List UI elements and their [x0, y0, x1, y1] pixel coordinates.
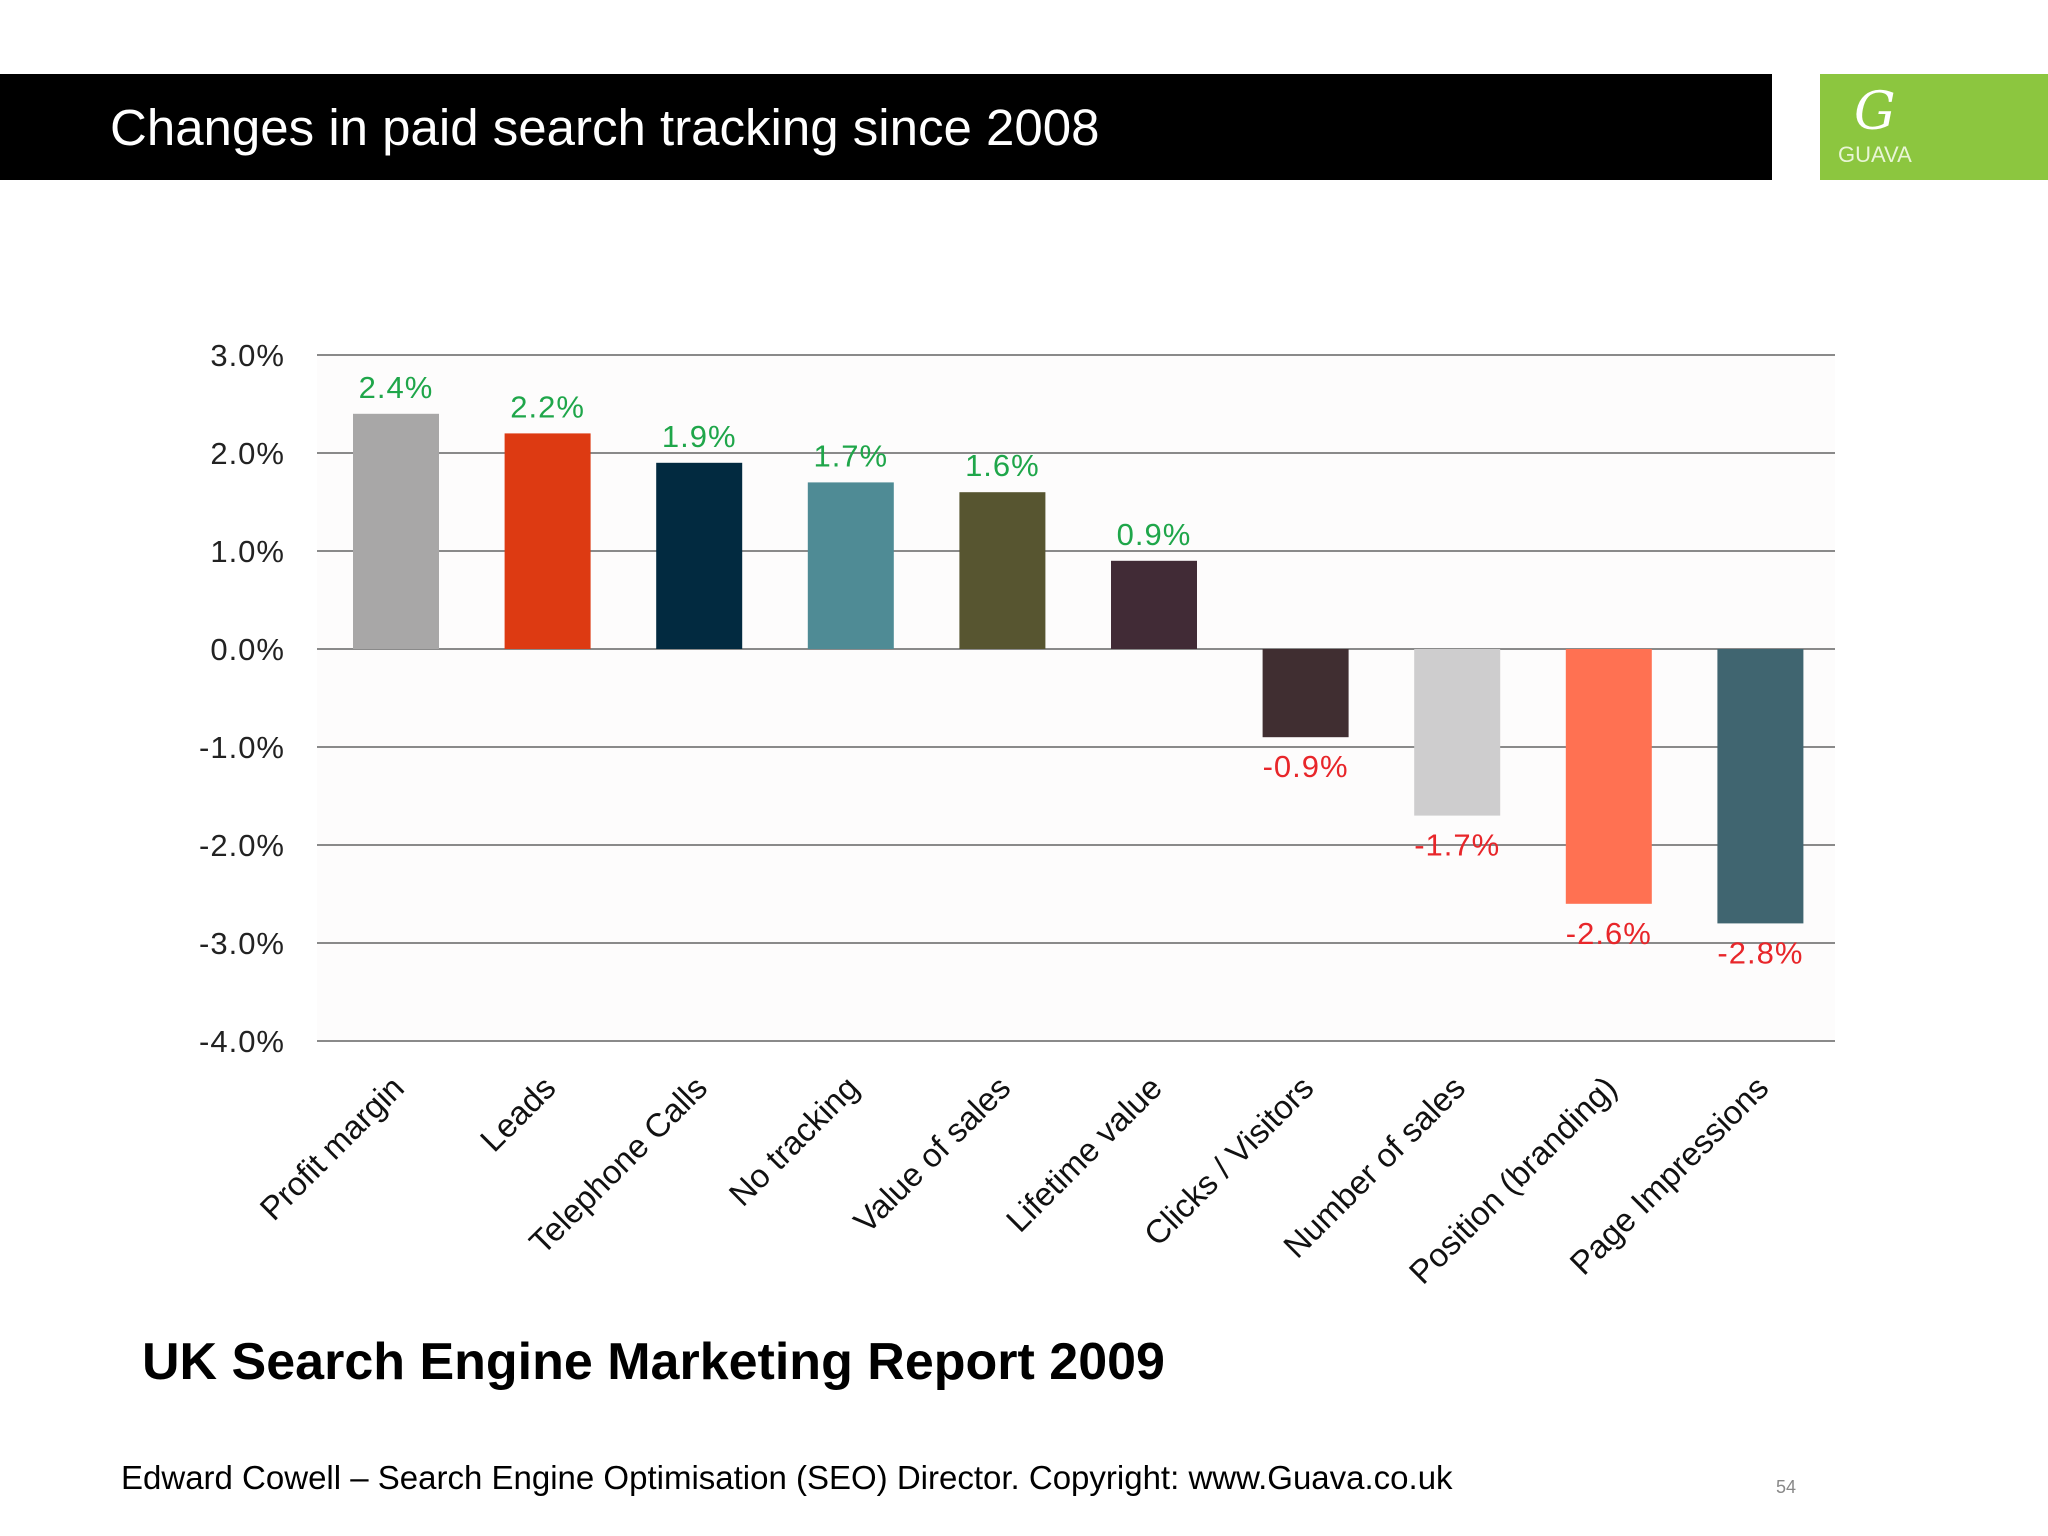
title-bar: Changes in paid search tracking since 20… [0, 74, 1772, 180]
y-tick-label: 3.0% [210, 338, 285, 373]
data-label: -1.7% [1414, 828, 1500, 863]
data-label: -0.9% [1263, 749, 1349, 784]
bar-telephone-calls [656, 462, 743, 649]
data-label: 1.7% [813, 438, 888, 473]
bar-lifetime-value [1111, 560, 1197, 649]
y-tick-label: 0.0% [210, 632, 285, 667]
y-tick-label: -1.0% [199, 730, 285, 765]
bar-profit-margin [353, 413, 439, 649]
bar-number-of-sales [1414, 649, 1501, 816]
page-number: 54 [1776, 1477, 1797, 1497]
y-tick-label: 1.0% [210, 534, 285, 569]
bar-page-impressions [1717, 649, 1804, 924]
x-tick-label: Lifetime value [999, 1069, 1169, 1239]
data-label: 2.4% [359, 370, 434, 405]
guava-swirl-icon: G [1854, 82, 1896, 142]
x-tick-label: No tracking [722, 1069, 866, 1213]
x-tick-label: Profit margin [253, 1069, 411, 1227]
x-tick-label: Leads [473, 1069, 563, 1159]
logo-text: GUAVA [1838, 142, 1912, 167]
bar-clicks-visitors [1262, 649, 1349, 738]
bar-leads [504, 433, 591, 649]
data-label: -2.8% [1717, 935, 1803, 970]
bar-value-of-sales [959, 492, 1046, 649]
footer-text: Edward Cowell – Search Engine Optimisati… [121, 1459, 1453, 1496]
x-tick-label: Value of sales [846, 1069, 1017, 1240]
report-subtitle: UK Search Engine Marketing Report 2009 [142, 1333, 1165, 1391]
y-tick-label: -4.0% [199, 1024, 285, 1059]
y-tick-label: -3.0% [199, 926, 285, 961]
bar-no-tracking [807, 482, 894, 649]
slide-title: Changes in paid search tracking since 20… [110, 99, 1100, 156]
data-label: -2.6% [1566, 916, 1652, 951]
bar-position-branding- [1565, 649, 1652, 904]
guava-logo: G GUAVA [1820, 74, 2048, 180]
data-label: 1.6% [965, 448, 1040, 483]
data-label: 0.9% [1117, 517, 1192, 552]
y-tick-label: 2.0% [210, 436, 285, 471]
data-label: 2.2% [510, 389, 585, 424]
y-tick-label: -2.0% [199, 828, 285, 863]
data-label: 1.9% [662, 419, 737, 454]
